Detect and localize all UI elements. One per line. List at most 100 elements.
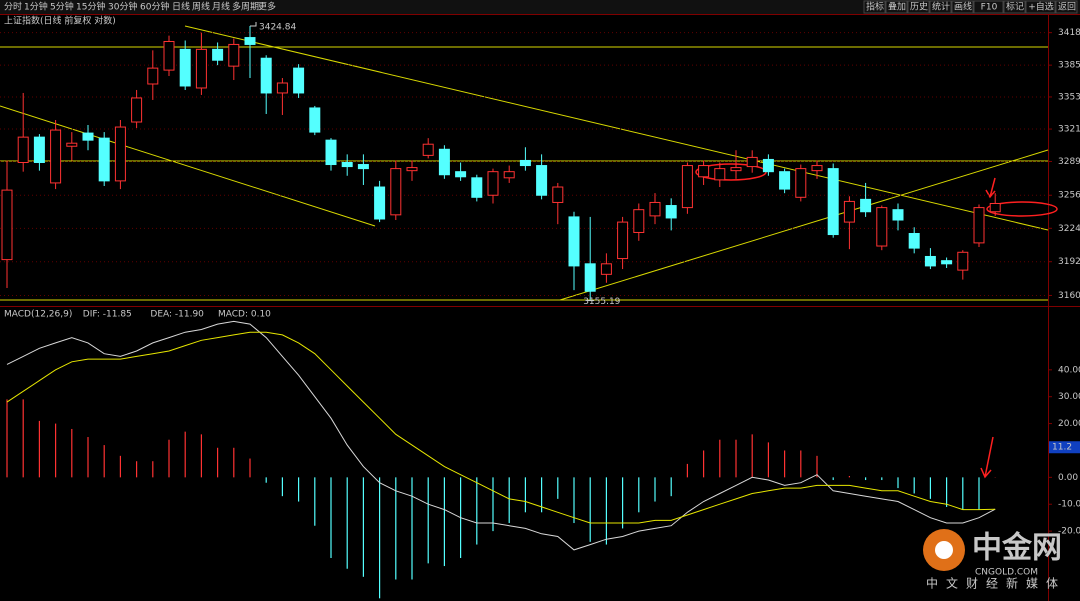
toolbar-button-label[interactable]: 统计	[932, 1, 950, 13]
candle-body	[228, 43, 240, 67]
candle-body	[309, 107, 321, 133]
candle-body	[876, 207, 888, 247]
toolbar-tab[interactable]: 1分钟	[24, 1, 48, 13]
candle-body	[195, 48, 207, 89]
candle-body	[438, 148, 450, 176]
candle-body	[924, 255, 936, 267]
candle-body	[325, 139, 337, 166]
toolbar-tab[interactable]: 30分钟	[108, 1, 137, 13]
toolbar-button[interactable]	[863, 0, 886, 14]
candle-body	[1, 189, 13, 261]
toolbar-button-label[interactable]: +自选	[1028, 1, 1054, 13]
candle-body	[33, 136, 45, 163]
toolbar-button[interactable]	[885, 0, 908, 14]
y-tick-label: 3353	[1058, 92, 1080, 102]
toolbar-tab[interactable]: 分时	[4, 1, 22, 13]
drawn-lines	[0, 25, 1049, 301]
toolbar-button[interactable]	[1055, 0, 1078, 14]
toolbar	[0, 0, 1080, 14]
candle-body	[357, 164, 369, 170]
toolbar-tab[interactable]: 15分钟	[76, 1, 105, 13]
toolbar-tab[interactable]: 周线	[192, 1, 210, 13]
candle-body	[779, 171, 791, 190]
toolbar-button[interactable]	[973, 0, 1004, 14]
candle-body	[973, 207, 985, 244]
y-tick-label: 0.00	[1058, 473, 1078, 483]
toolbar-tab[interactable]: 更多	[258, 1, 276, 13]
candle-body	[536, 165, 548, 196]
toolbar-tab[interactable]: 60分钟	[140, 1, 169, 13]
domain: CNGOLD.COM	[975, 568, 1038, 578]
macd-title: MACD(12,26,9)	[4, 310, 72, 320]
candle-body	[276, 82, 288, 94]
toolbar-button-label[interactable]: F10	[981, 3, 998, 13]
candle-body	[179, 48, 191, 87]
candle-body	[568, 216, 580, 267]
y-tick-label: 3224	[1058, 224, 1080, 234]
candle-body	[681, 165, 693, 209]
candle-body	[957, 251, 969, 271]
legend-entry: MACD: 0.10	[218, 310, 271, 320]
y-tick-label: -20.00	[1058, 527, 1080, 537]
arrow	[985, 177, 996, 199]
current-marker	[1049, 441, 1080, 454]
candle-body	[390, 168, 402, 216]
trend-line	[559, 149, 1049, 301]
toolbar-tab[interactable]: 月线	[212, 1, 230, 13]
candle-body	[811, 165, 823, 172]
toolbar-button-label[interactable]: 返回	[1058, 1, 1076, 13]
candle-body	[730, 167, 742, 172]
candle-body	[860, 198, 872, 213]
arrow	[980, 436, 994, 479]
toolbar-button-label[interactable]: 历史	[910, 1, 928, 13]
toolbar-button-label[interactable]: 画线	[954, 1, 972, 13]
candle-body	[244, 37, 256, 45]
candle-body	[714, 168, 726, 181]
toolbar-tab[interactable]: 5分钟	[50, 1, 74, 13]
y-tick-label: 3385	[1058, 61, 1080, 71]
candle-body	[584, 263, 596, 292]
toolbar-button[interactable]	[951, 0, 974, 14]
toolbar-tab[interactable]: 日线	[172, 1, 190, 13]
toolbar-button[interactable]	[1003, 0, 1026, 14]
price-title: 上证指数(日线 前复权 对数)	[4, 15, 116, 27]
candle-body	[82, 132, 94, 141]
candle-body	[503, 171, 515, 179]
candle-body	[843, 200, 855, 223]
highlights	[695, 163, 1058, 479]
toolbar-button-label[interactable]: 指标	[866, 1, 884, 13]
candle-body	[487, 171, 499, 196]
y-tick-label: 3256	[1058, 191, 1080, 201]
candle-body	[374, 186, 386, 220]
candle-body	[406, 167, 418, 172]
y-tick-label: 3289	[1058, 157, 1080, 167]
candle-body	[341, 161, 353, 168]
toolbar-button[interactable]	[1025, 0, 1056, 14]
y-tick-label: 3418	[1058, 28, 1080, 38]
toolbar-button[interactable]	[929, 0, 952, 14]
y-tick-label: -10.00	[1058, 500, 1080, 510]
toolbar-button[interactable]	[907, 0, 930, 14]
candle-body	[147, 67, 159, 85]
candle-body	[50, 129, 62, 184]
toolbar-button-label[interactable]: 叠加	[888, 2, 906, 13]
toolbar-button-label[interactable]: 标记	[1006, 1, 1024, 13]
candle-body	[795, 168, 807, 198]
candle-body	[131, 97, 143, 123]
y-tick-label: 30.00	[1058, 392, 1080, 402]
y-tick-label: 3321	[1058, 125, 1080, 135]
candle-body	[698, 165, 710, 178]
high-annotation: 3424.84	[259, 22, 296, 32]
candle-body	[471, 177, 483, 198]
highlight-ellipse	[986, 201, 1058, 217]
candle-body	[762, 158, 774, 173]
candle-body	[552, 186, 564, 203]
annotation-pointer	[250, 21, 257, 27]
toolbar-tab[interactable]: 多周期	[232, 1, 259, 13]
brand: 中金网	[972, 531, 1062, 566]
trend-line	[0, 105, 376, 227]
candle-body	[114, 126, 126, 182]
watermark: 中金网 CNGOLD.COM 中文财经新媒体	[923, 529, 1062, 591]
macd-line	[6, 320, 996, 551]
